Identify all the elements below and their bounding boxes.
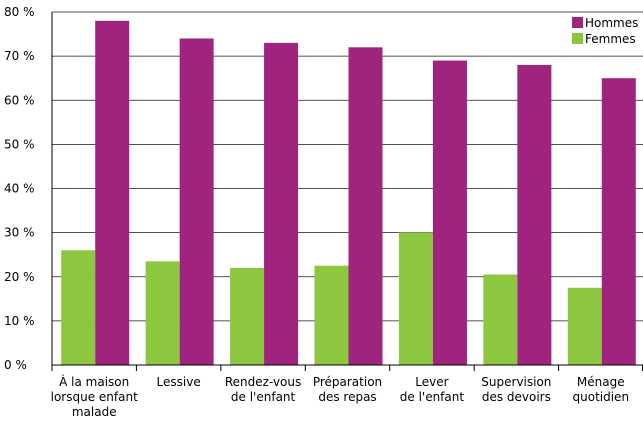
x-tick-label-line: de l'enfant <box>231 390 296 404</box>
bar-hommes <box>432 60 467 365</box>
y-tick-label: 0 % <box>4 358 27 372</box>
bar-hommes <box>348 47 383 366</box>
y-tick-label: 70 % <box>4 49 35 63</box>
y-tick-label: 60 % <box>4 93 35 107</box>
x-tick-label: Ménage quotidien <box>573 375 630 404</box>
y-tick-label: 20 % <box>4 270 35 284</box>
x-tick-label-line: Rendez-vous <box>225 375 301 389</box>
x-tick-label: À la maison lorsque enfant malade <box>51 374 138 419</box>
x-tick-label-line: Supervision <box>481 375 551 389</box>
y-tick-label: 80 % <box>4 5 35 19</box>
x-tick-label: Supervision des devoirs <box>481 375 551 404</box>
x-tick-label-line: malade <box>72 405 117 419</box>
legend-swatch-hommes <box>572 17 583 28</box>
x-tick-label-line: Préparation <box>313 375 382 389</box>
x-tick-label-line: À la maison <box>59 374 129 389</box>
legend-label-hommes: Hommes <box>585 16 638 30</box>
bar-femmes <box>398 232 433 365</box>
y-tick-label: 10 % <box>4 314 35 328</box>
bar-femmes <box>230 267 265 365</box>
y-tick-label: 40 % <box>4 182 35 196</box>
bar-femmes <box>61 250 96 365</box>
x-tick-label-line: Ménage <box>577 375 625 389</box>
bar-hommes <box>517 64 552 365</box>
x-tick-label: Lessive <box>157 375 201 389</box>
axes: 0 % 10 % 20 % 30 % 40 % 50 % 60 % 70 % 80 % À la … <box>4 5 643 419</box>
x-tick-label-line: lorsque enfant <box>51 390 138 404</box>
bar-femmes <box>483 274 518 365</box>
y-tick-label: 50 % <box>4 137 35 151</box>
bar-femmes <box>314 265 349 365</box>
x-tick-label: Lever de l'enfant <box>400 375 465 404</box>
legend-swatch-femmes <box>572 33 583 44</box>
x-tick-label-line: Lever <box>415 375 448 389</box>
legend-label-femmes: Femmes <box>585 32 636 46</box>
x-tick-label: Préparation des repas <box>313 375 382 404</box>
bar-hommes <box>95 20 130 365</box>
y-tick-label: 30 % <box>4 226 35 240</box>
bar-hommes <box>179 38 214 365</box>
bar-femmes <box>567 287 602 365</box>
x-tick-label: Rendez-vous de l'enfant <box>225 375 301 404</box>
x-tick-label-line: des devoirs <box>482 390 551 404</box>
x-tick-label-line: Lessive <box>157 375 201 389</box>
legend: Hommes Femmes <box>572 16 638 46</box>
x-tick-label-line: de l'enfant <box>400 390 465 404</box>
bars <box>61 20 636 366</box>
x-tick-label-line: des repas <box>318 390 376 404</box>
bar-hommes <box>601 78 636 365</box>
bar-hommes <box>264 42 299 365</box>
x-tick-label-line: quotidien <box>573 390 630 404</box>
bar-femmes <box>145 261 180 365</box>
